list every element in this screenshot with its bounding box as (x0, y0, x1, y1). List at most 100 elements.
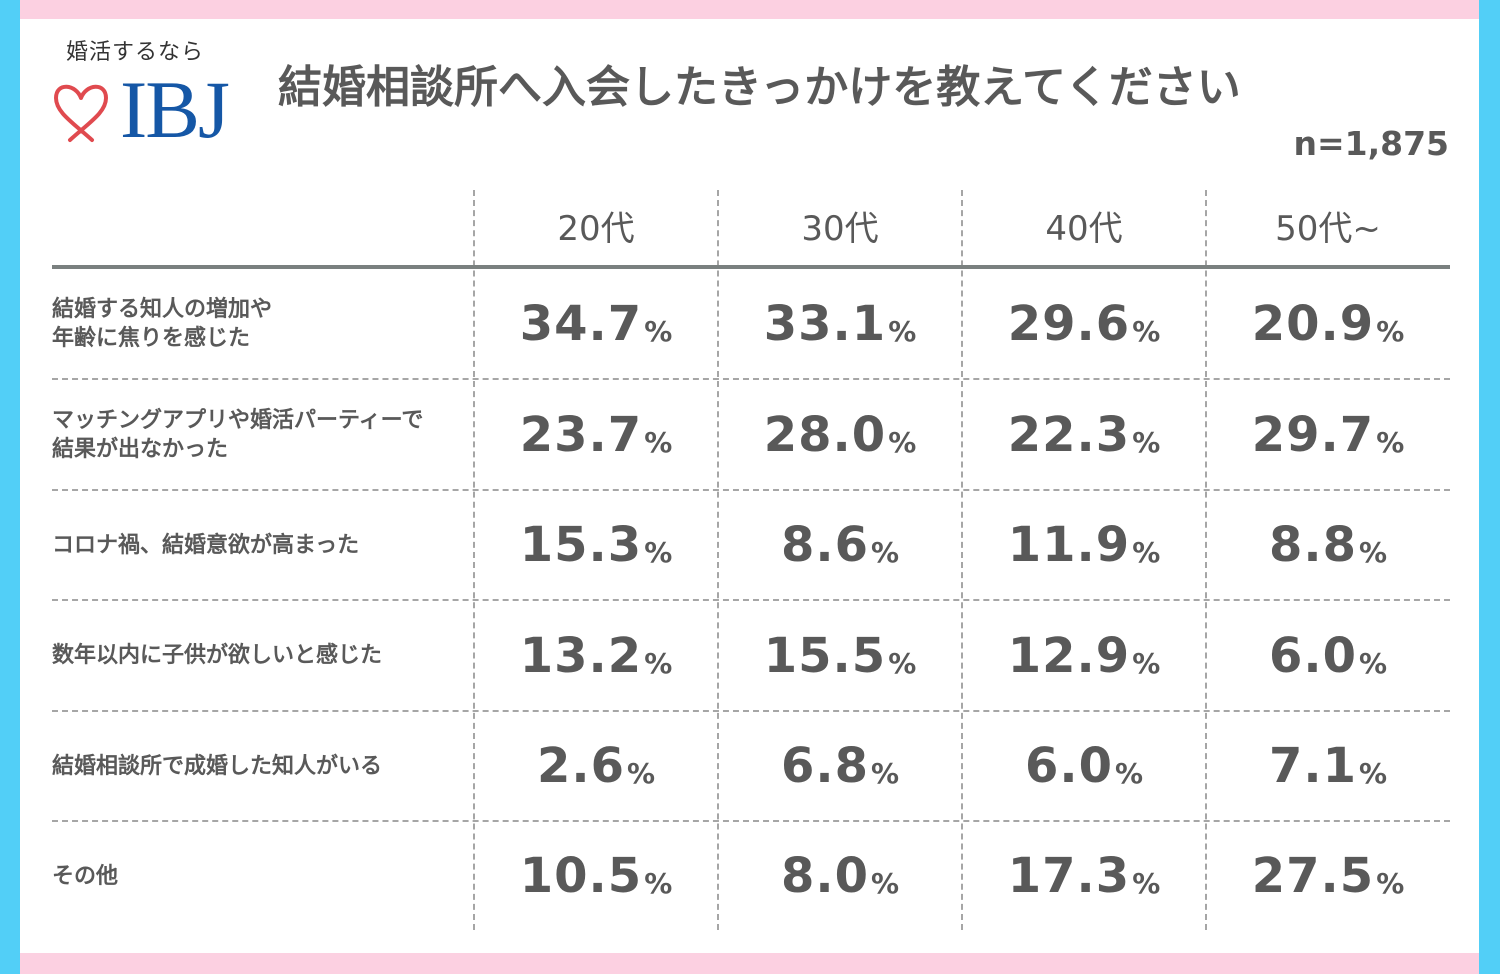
percent-unit: % (870, 757, 900, 790)
cell-value: 23.7 (519, 406, 643, 463)
percent-unit: % (1358, 647, 1388, 680)
cell-value: 2.6 (536, 738, 625, 794)
table-cell: 11.9% (962, 491, 1206, 599)
cell-value: 29.6 (1007, 295, 1131, 352)
percent-unit: % (1132, 536, 1161, 569)
grid-divider-vertical (717, 190, 719, 930)
cell-value: 8.0 (780, 848, 869, 904)
percent-unit: % (888, 315, 917, 348)
table-cell: 20.9% (1206, 269, 1450, 378)
grid-divider-vertical (961, 190, 963, 930)
cell-value: 6.8 (780, 738, 869, 794)
percent-unit: % (626, 757, 656, 790)
table-cell: 8.6% (718, 491, 962, 599)
sample-size: n=1,875 (1293, 124, 1449, 163)
table-cell: 29.7% (1206, 380, 1450, 489)
table-cell: 6.0% (1206, 601, 1450, 710)
cell-value: 13.2 (519, 627, 643, 684)
cell-value: 15.5 (763, 627, 887, 684)
cell-value: 8.8 (1268, 517, 1357, 573)
percent-unit: % (870, 536, 900, 569)
cell-value: 12.9 (1007, 627, 1131, 684)
column-header-50s-plus: 50代~ (1275, 209, 1381, 249)
table-cell: 12.9% (962, 601, 1206, 710)
cell-value: 10.5 (519, 848, 643, 904)
cell-value: 22.3 (1007, 406, 1131, 463)
cell-value: 7.1 (1268, 738, 1357, 794)
cell-value: 28.0 (763, 406, 887, 463)
table-cell: 6.0% (962, 712, 1206, 820)
cell-value: 33.1 (763, 295, 887, 352)
table-cell: 8.0% (718, 822, 962, 930)
cell-value: 29.7 (1251, 406, 1375, 463)
percent-unit: % (644, 315, 673, 348)
grid-divider-vertical (473, 190, 475, 930)
row-label: 結婚相談所で成婚した知人がいる (52, 753, 383, 779)
table-cell: 27.5% (1206, 822, 1450, 930)
row-label: その他 (52, 863, 119, 889)
percent-unit: % (870, 867, 900, 900)
column-header-30s: 30代 (801, 209, 879, 249)
cell-value: 27.5 (1251, 848, 1375, 904)
percent-unit: % (1376, 426, 1405, 459)
heart-ribbon-icon (53, 84, 109, 142)
cell-value: 17.3 (1007, 848, 1131, 904)
percent-unit: % (888, 647, 917, 680)
table-cell: 6.8% (718, 712, 962, 820)
logo-tagline: 婚活するなら (66, 40, 205, 65)
cell-value: 6.0 (1268, 627, 1357, 684)
grid-divider-horizontal (52, 489, 1450, 491)
percent-unit: % (1358, 757, 1388, 790)
percent-unit: % (1114, 757, 1144, 790)
cell-value: 6.0 (1024, 738, 1113, 794)
percent-unit: % (1132, 647, 1161, 680)
column-header-40s: 40代 (1045, 209, 1123, 249)
percent-unit: % (644, 867, 673, 900)
table-cell: 29.6% (962, 269, 1206, 378)
row-label: 数年以内に子供が欲しいと感じた (52, 643, 383, 668)
table-cell: 23.7% (474, 380, 718, 489)
grid-divider-vertical (1205, 190, 1207, 930)
percent-unit: % (1376, 867, 1405, 900)
percent-unit: % (644, 536, 673, 569)
row-label: コロナ禍、結婚意欲が高まった (52, 532, 360, 558)
percent-unit: % (888, 426, 917, 459)
table-cell: 8.8% (1206, 491, 1450, 599)
percent-unit: % (644, 426, 673, 459)
cell-value: 20.9 (1251, 295, 1375, 352)
percent-unit: % (1358, 536, 1388, 569)
percent-unit: % (644, 647, 673, 680)
table-cell: 15.3% (474, 491, 718, 599)
bottom-pink-band (20, 953, 1479, 974)
table-cell: 2.6% (474, 712, 718, 820)
table-cell: 33.1% (718, 269, 962, 378)
table-cell: 28.0% (718, 380, 962, 489)
row-label: 結婚する知人の増加や 年齢に焦りを感じた (52, 296, 273, 351)
percent-unit: % (1132, 315, 1161, 348)
percent-unit: % (1132, 426, 1161, 459)
cell-value: 8.6 (780, 517, 869, 573)
table-cell: 13.2% (474, 601, 718, 710)
column-header-20s: 20代 (557, 209, 635, 249)
grid-divider-horizontal (52, 820, 1450, 822)
cell-value: 15.3 (519, 517, 643, 573)
grid-divider-horizontal (52, 599, 1450, 601)
table-cell: 10.5% (474, 822, 718, 930)
grid-divider-horizontal (52, 378, 1450, 380)
cell-value: 11.9 (1007, 517, 1131, 573)
top-pink-band (20, 0, 1479, 19)
page-title: 結婚相談所へ入会したきっかけを教えてください (278, 62, 1241, 113)
ibj-logo: IBJ (120, 64, 230, 155)
table-cell: 34.7% (474, 269, 718, 378)
table-cell: 17.3% (962, 822, 1206, 930)
row-label: マッチングアプリや婚活パーティーで 結果が出なかった (52, 407, 424, 462)
table-cell: 7.1% (1206, 712, 1450, 820)
cell-value: 34.7 (519, 295, 643, 352)
percent-unit: % (1132, 867, 1161, 900)
header-rule (52, 265, 1450, 269)
percent-unit: % (1376, 315, 1405, 348)
table-cell: 15.5% (718, 601, 962, 710)
table-cell: 22.3% (962, 380, 1206, 489)
content-panel (20, 19, 1479, 953)
grid-divider-horizontal (52, 710, 1450, 712)
